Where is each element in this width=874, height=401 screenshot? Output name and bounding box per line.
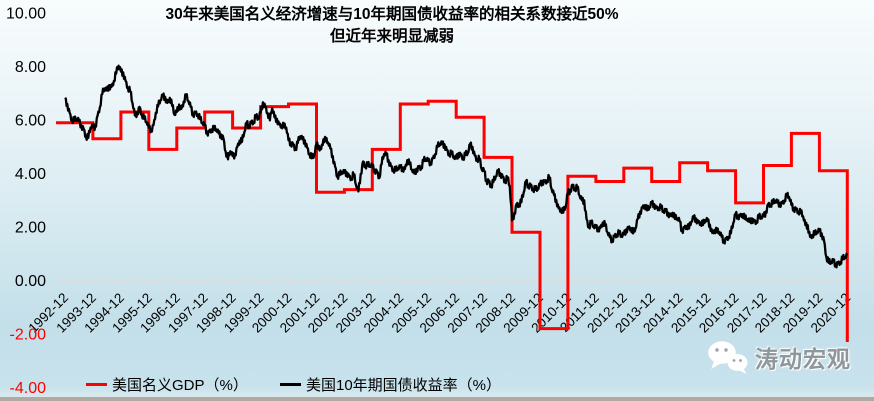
y-axis-label: 2.00 [15,220,46,237]
watermark-text: 涛动宏观 [755,346,851,372]
watermark: 涛动宏观 [706,339,851,375]
y-axis-label: -2.00 [10,327,47,344]
y-axis-label: 10.00 [6,6,46,23]
chart-title-line2: 但近年来明显减弱 [329,28,454,45]
treasury-yield-line [64,64,849,269]
y-axis-label: 4.00 [15,166,46,183]
chart-title: 30年来美国名义经济增速与10年期国债收益率的相关系数接近50% 但近年来明显减… [60,4,724,48]
wechat-icon [708,341,748,374]
y-axis-label: -4.00 [10,380,47,397]
legend-label-treasury-yield: 美国10年期国债收益率（%） [306,377,502,394]
legend-swatch-treasury-yield [280,383,301,386]
chart-legend: 美国名义GDP（%） 美国10年期国债收益率（%） [0,374,874,396]
y-axis-label: 0.00 [15,273,46,290]
y-axis-label: 8.00 [15,59,46,76]
chart-title-line1: 30年来美国名义经济增速与10年期国债收益率的相关系数接近50% [165,6,619,23]
y-axis-label: 6.00 [15,113,46,130]
legend-swatch-gdp [86,383,107,386]
legend-item-gdp: 美国名义GDP（%） [86,374,248,395]
legend-label-gdp: 美国名义GDP（%） [112,377,248,394]
legend-item-treasury-yield: 美国10年期国债收益率（%） [280,374,501,395]
